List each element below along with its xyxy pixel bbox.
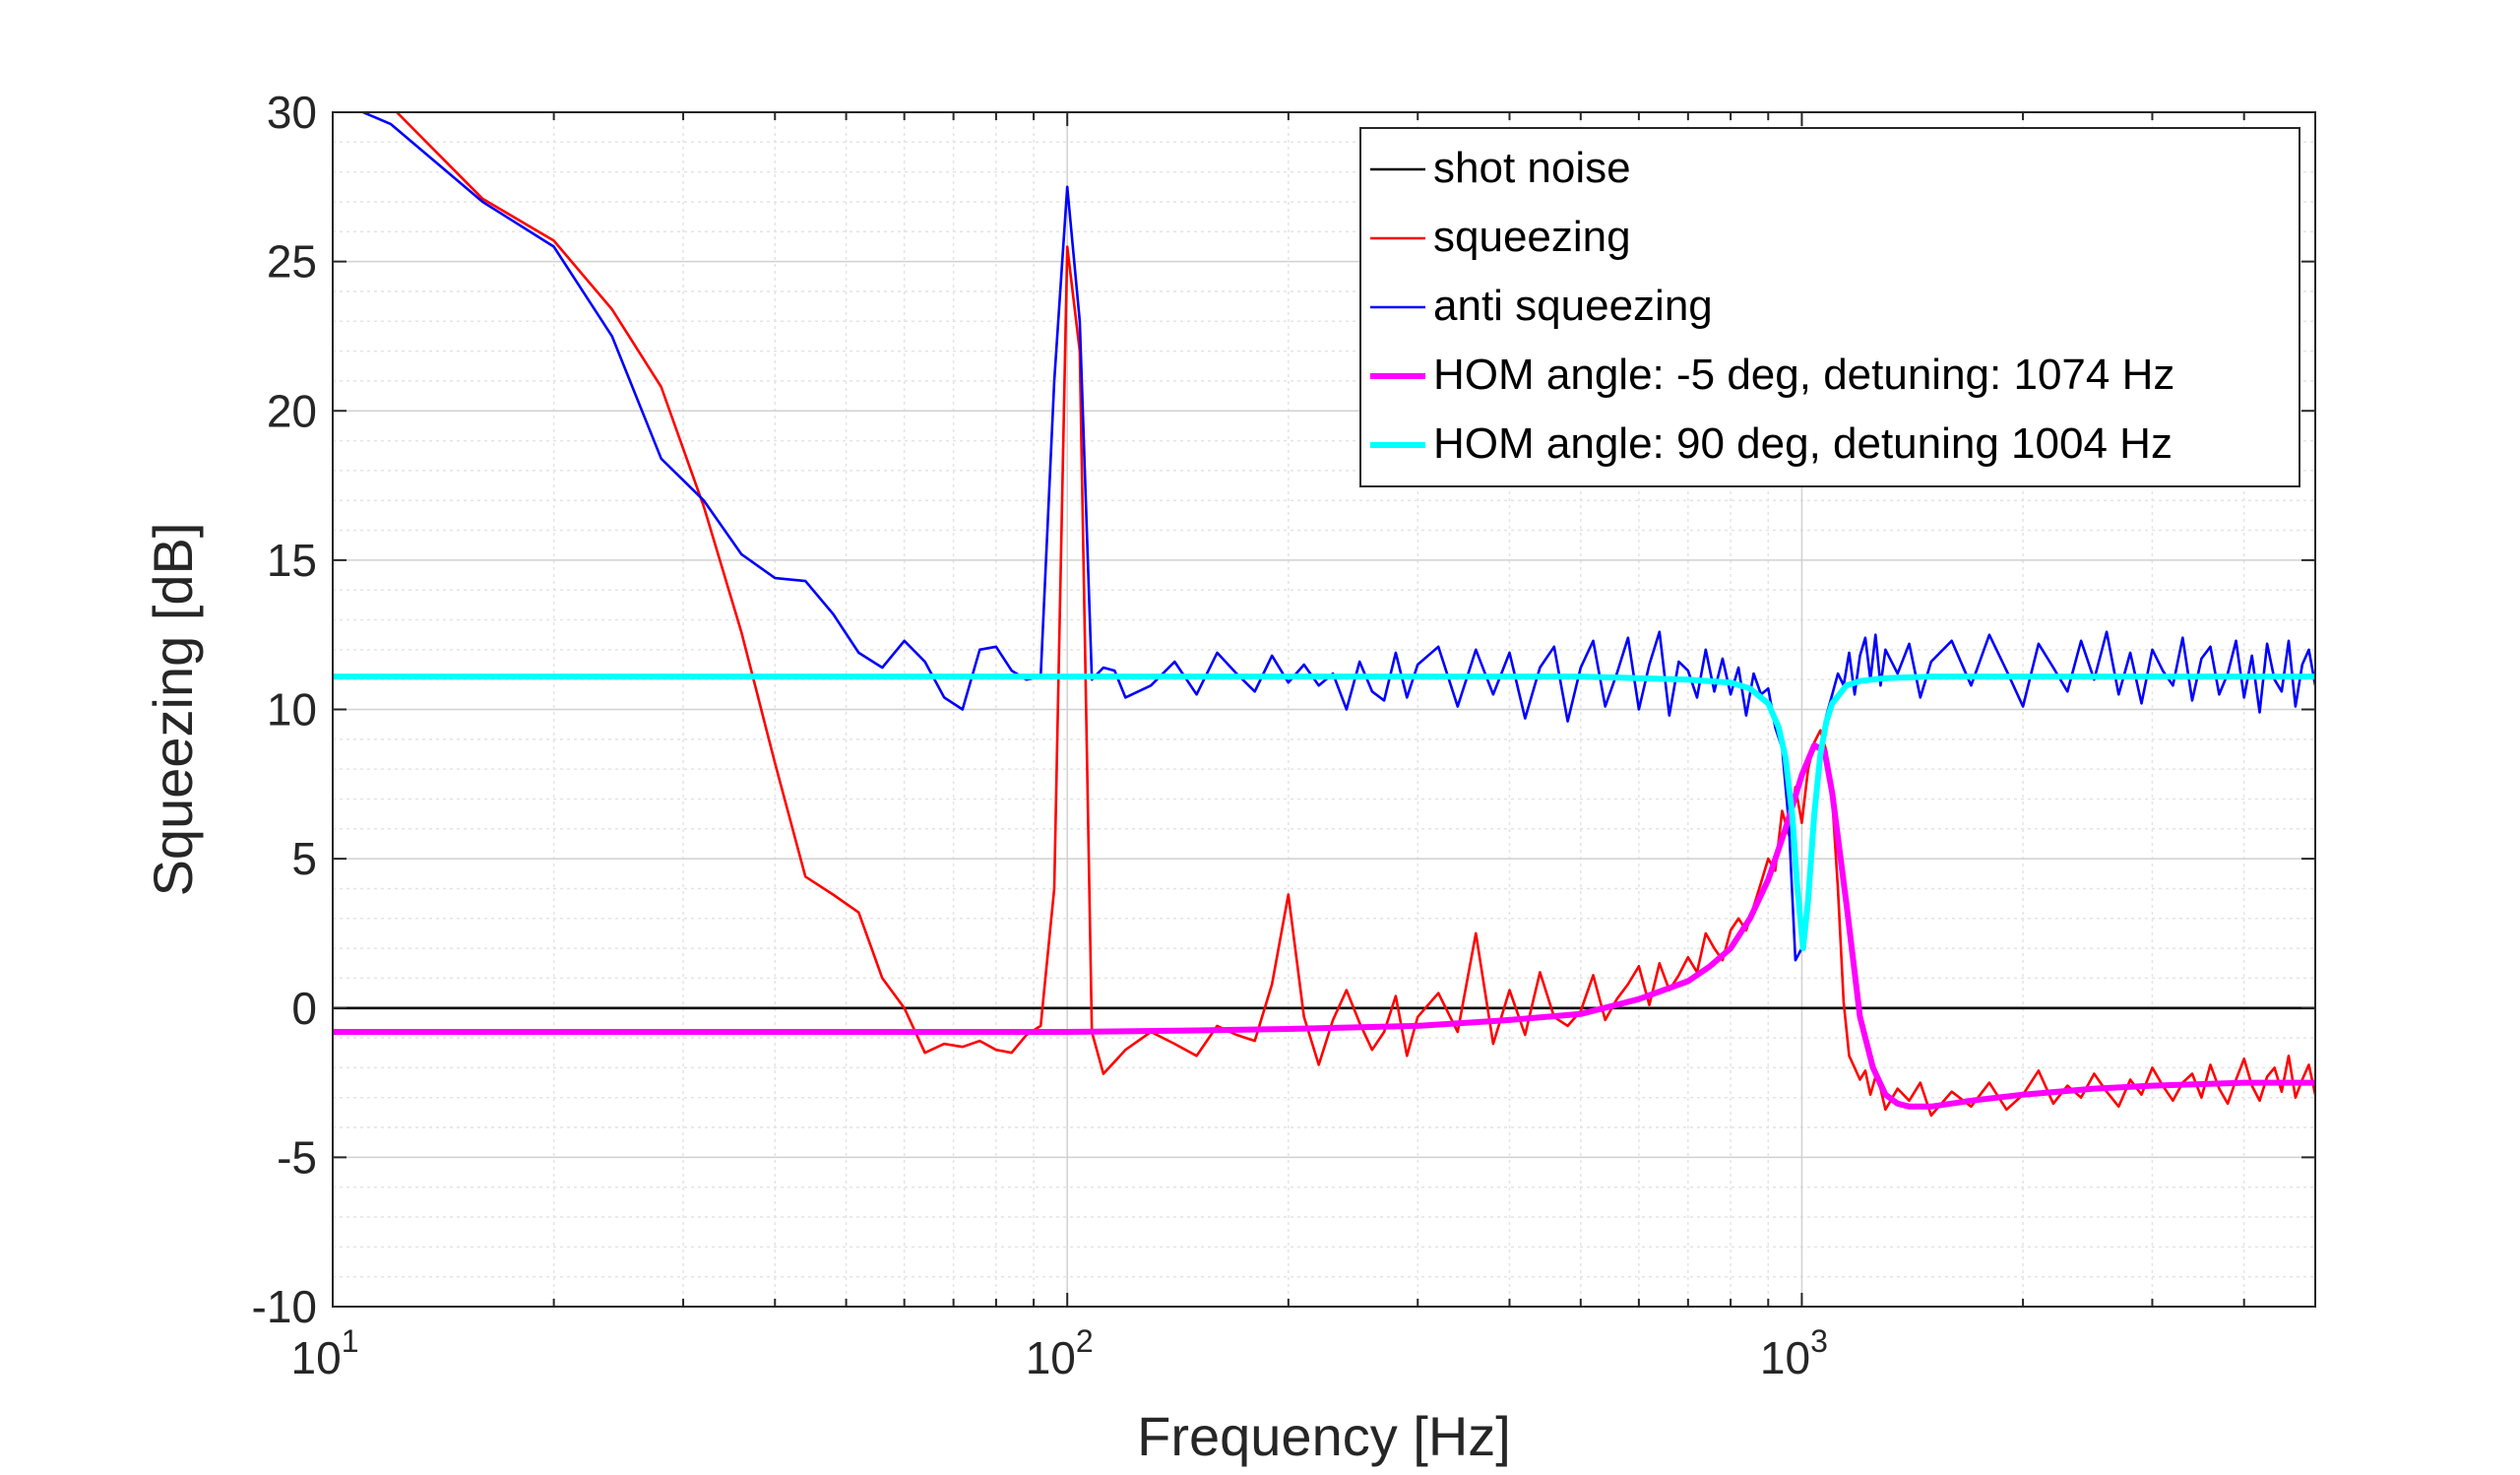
minor-grid [333, 112, 2316, 1307]
y-tick-label: -10 [252, 1281, 317, 1332]
y-axis-title: Squeezing [dB] [142, 523, 204, 897]
legend-label-4: HOM angle: 90 deg, detuning 1004 Hz [1433, 419, 2173, 468]
series-line-1 [395, 112, 2315, 1118]
legend-label-3: HOM angle: -5 deg, detuning: 1074 Hz [1433, 351, 2174, 399]
x-tick-label: 101 [291, 1323, 359, 1383]
y-tick-label: 10 [267, 684, 317, 736]
y-tick-label: 30 [267, 87, 317, 138]
y-tick-label: 0 [291, 983, 317, 1034]
series-line-4 [333, 673, 2315, 952]
y-tick-label: -5 [277, 1131, 317, 1183]
y-tick-label: 20 [267, 385, 317, 436]
y-tick-label: 25 [267, 236, 317, 288]
y-tick-labels: 30 25 20 15 10 5 0 -5 -10 [252, 87, 317, 1332]
x-tick-labels: 101 102 103 [291, 1323, 1828, 1383]
y-tick-label: 5 [291, 833, 317, 884]
x-tick-label: 103 [1760, 1323, 1828, 1383]
legend-label-2: anti squeezing [1433, 282, 1713, 330]
series-layer [333, 112, 2315, 1118]
legend-box [1359, 127, 2300, 487]
legend-label-1: squeezing [1433, 213, 1631, 261]
legend-label-0: shot noise [1433, 144, 1631, 192]
x-tick-label: 102 [1026, 1323, 1094, 1383]
series-line-3 [333, 741, 2315, 1110]
x-axis-title: Frequency [Hz] [1137, 1405, 1511, 1467]
axis-ticks [332, 111, 2316, 1308]
legend: shot noise squeezing anti squeezing HOM ang… [1359, 127, 2300, 487]
y-tick-label: 15 [267, 535, 317, 586]
